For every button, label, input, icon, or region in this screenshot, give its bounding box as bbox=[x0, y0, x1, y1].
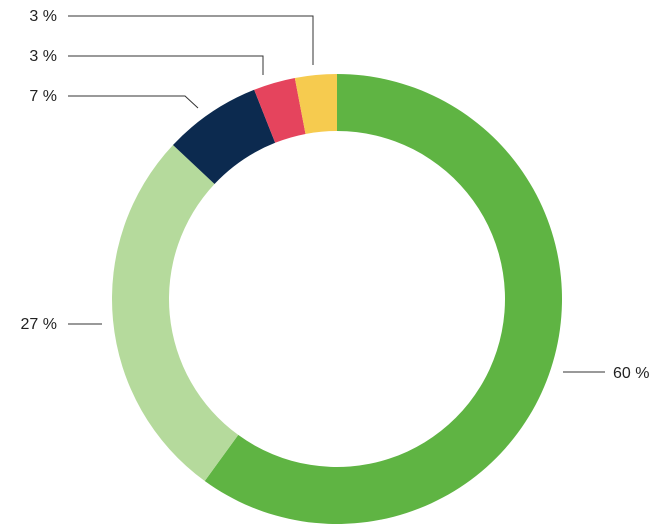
leader-line bbox=[68, 55, 264, 75]
value-label: 27 % bbox=[21, 316, 57, 333]
value-label: 60 % bbox=[613, 365, 649, 382]
donut-slice bbox=[204, 74, 562, 524]
donut-slice bbox=[294, 74, 337, 134]
donut-slice bbox=[111, 144, 239, 482]
value-label: 7 % bbox=[29, 88, 57, 105]
donut-slice bbox=[254, 77, 306, 143]
value-label: 3 % bbox=[29, 48, 57, 65]
value-label: 3 % bbox=[29, 8, 57, 25]
leader-line bbox=[68, 15, 314, 65]
leader-line bbox=[68, 95, 199, 109]
donut-slice bbox=[172, 89, 276, 184]
